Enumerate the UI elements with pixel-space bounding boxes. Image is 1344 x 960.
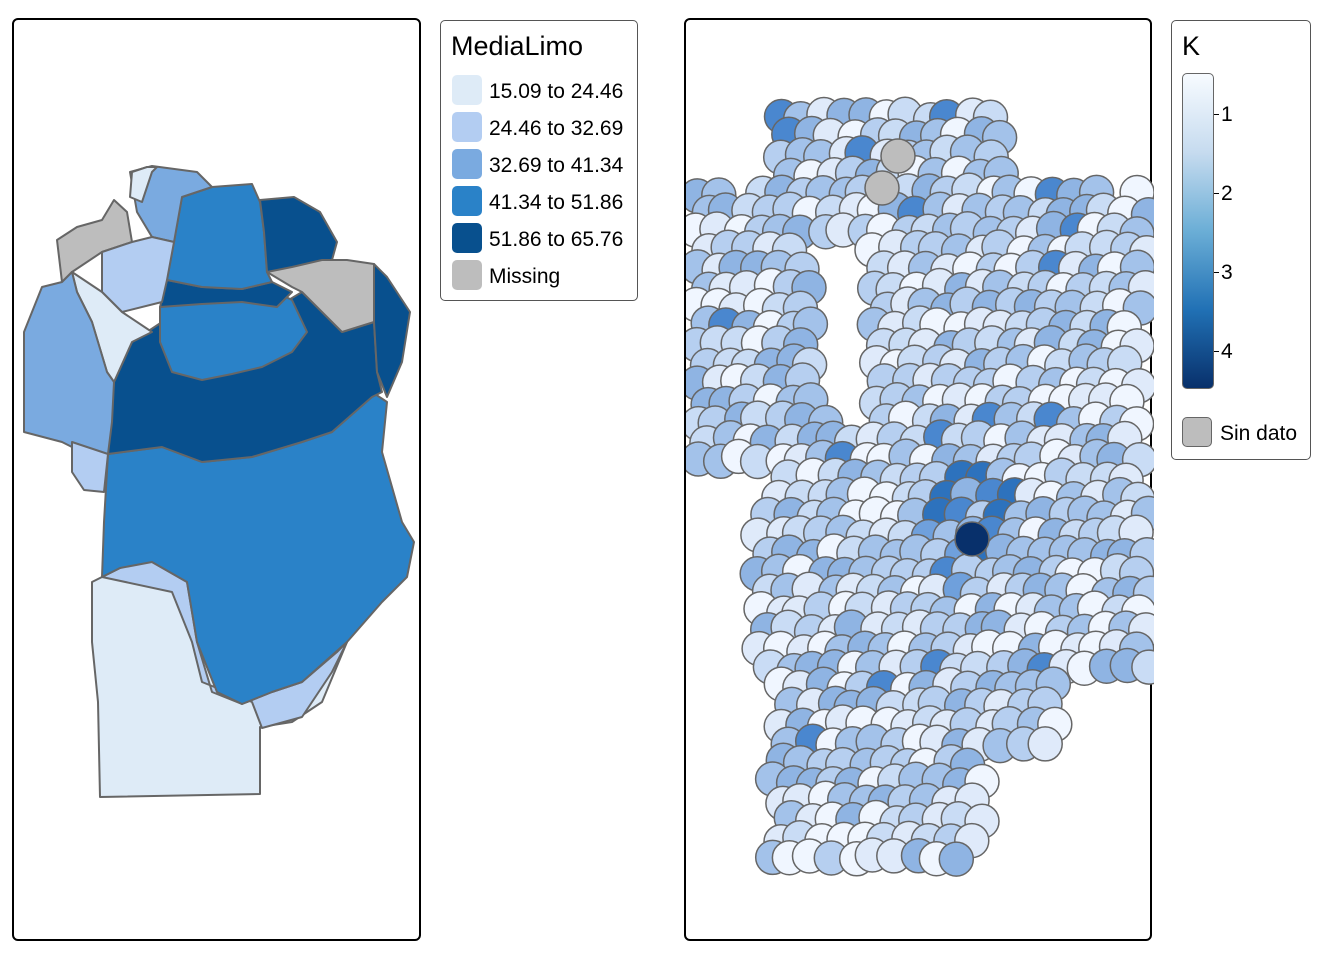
region-east xyxy=(373,263,411,398)
left-map-canvas xyxy=(23,165,415,798)
right-map-panel xyxy=(684,18,1154,941)
region-west xyxy=(23,271,115,455)
region-west-small xyxy=(71,441,109,493)
legend-swatch-1 xyxy=(452,112,482,142)
legend-k: K 1 2 3 4 Sin dato xyxy=(1171,20,1311,460)
legend-swatch-0 xyxy=(452,75,482,105)
missing-point xyxy=(880,138,916,174)
legend-tick-mark xyxy=(1214,114,1219,115)
legend-tick-mark xyxy=(1214,272,1219,273)
region-north-light xyxy=(129,165,213,243)
legend-label-3: 41.34 to 51.86 xyxy=(489,191,624,214)
legend-label-1: 24.46 to 32.69 xyxy=(489,117,624,140)
legend-missing-label: Sin dato xyxy=(1220,422,1298,445)
legend-tick-mark xyxy=(1214,193,1219,194)
legend-label-4: 51.86 to 65.76 xyxy=(489,228,624,251)
points-layer xyxy=(686,96,1154,877)
legend-swatch-4 xyxy=(452,223,482,253)
max-point xyxy=(954,521,990,557)
region-northwest xyxy=(101,236,175,313)
legend-tick-2: 2 xyxy=(1221,182,1233,205)
right-map-canvas xyxy=(686,96,1154,877)
legend-title: K xyxy=(1182,31,1201,61)
legend-title: MediaLimo xyxy=(451,31,584,61)
legend-tick-3: 3 xyxy=(1221,261,1233,284)
legend-label-2: 32.69 to 41.34 xyxy=(489,154,624,177)
legend-swatch-2 xyxy=(452,149,482,179)
missing-point xyxy=(864,170,900,206)
legend-label-0: 15.09 to 24.46 xyxy=(489,80,624,103)
region-north-center xyxy=(166,183,273,290)
legend-medialimo: MediaLimo 15.09 to 24.46 24.46 to 32.69 … xyxy=(440,20,638,301)
sample-point xyxy=(1131,649,1154,685)
sample-point xyxy=(938,841,975,877)
legend-tick-mark xyxy=(1214,351,1219,352)
region-north-pale xyxy=(129,166,158,203)
legend-gradient-bar xyxy=(1182,73,1214,389)
legend-swatch-3 xyxy=(452,186,482,216)
legend-missing-swatch xyxy=(1182,417,1212,447)
legend-tick-1: 1 xyxy=(1221,103,1233,126)
region-missing-east xyxy=(266,259,375,333)
legend-label-5: Missing xyxy=(489,265,561,288)
left-map-panel xyxy=(12,18,421,941)
legend-swatch-5 xyxy=(452,260,482,290)
legend-tick-4: 4 xyxy=(1221,340,1233,363)
sample-point xyxy=(1027,726,1063,762)
